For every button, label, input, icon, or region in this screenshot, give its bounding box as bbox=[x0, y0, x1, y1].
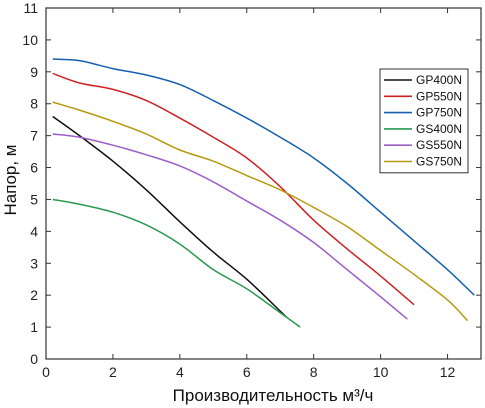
legend-label-gs400n: GS400N bbox=[416, 122, 462, 136]
x-axis-title: Производительность м³/ч bbox=[173, 386, 374, 405]
series-line-gs400n bbox=[52, 198, 301, 328]
legend: GP400N GP550N GP750N GS400N GS550N GS750N bbox=[379, 68, 469, 174]
y-tick-label: 0 bbox=[30, 351, 38, 367]
legend-label-gs550n: GS550N bbox=[416, 138, 462, 152]
y-tick-label: 5 bbox=[30, 191, 38, 207]
series-line-gs750n bbox=[52, 101, 469, 322]
legend-box bbox=[379, 68, 469, 174]
legend-label-gp400n: GP400N bbox=[416, 73, 462, 87]
y-tick-label: 11 bbox=[23, 0, 38, 16]
series-line-gp400n bbox=[52, 115, 288, 319]
x-tick-label: 10 bbox=[373, 364, 389, 380]
x-tick-label: 0 bbox=[42, 364, 50, 380]
series-line-gp550n bbox=[52, 72, 415, 306]
legend-label-gp750n: GP750N bbox=[416, 106, 462, 120]
x-tick-label: 2 bbox=[109, 364, 117, 380]
x-tick-label: 6 bbox=[243, 364, 251, 380]
y-tick-label: 4 bbox=[30, 223, 38, 239]
y-axis-title: Напор, м bbox=[1, 145, 20, 216]
x-tick-label: 8 bbox=[310, 364, 318, 380]
y-tick-label: 3 bbox=[30, 255, 38, 271]
y-tick-label: 9 bbox=[30, 64, 38, 80]
legend-label-gs750n: GS750N bbox=[416, 155, 462, 169]
y-tick-label: 7 bbox=[30, 128, 38, 144]
y-tick-label: 2 bbox=[30, 287, 38, 303]
y-tick-label: 6 bbox=[30, 160, 38, 176]
plot-area-frame bbox=[45, 7, 482, 360]
series-line-gs550n bbox=[52, 133, 408, 320]
x-tick-label: 12 bbox=[440, 364, 456, 380]
legend-label-gp550n: GP550N bbox=[416, 89, 462, 103]
y-tick-label: 8 bbox=[30, 96, 38, 112]
series-line-gp750n bbox=[52, 58, 475, 296]
y-tick-label: 10 bbox=[22, 32, 38, 48]
y-tick-label: 1 bbox=[30, 319, 38, 335]
x-tick-label: 4 bbox=[176, 364, 184, 380]
